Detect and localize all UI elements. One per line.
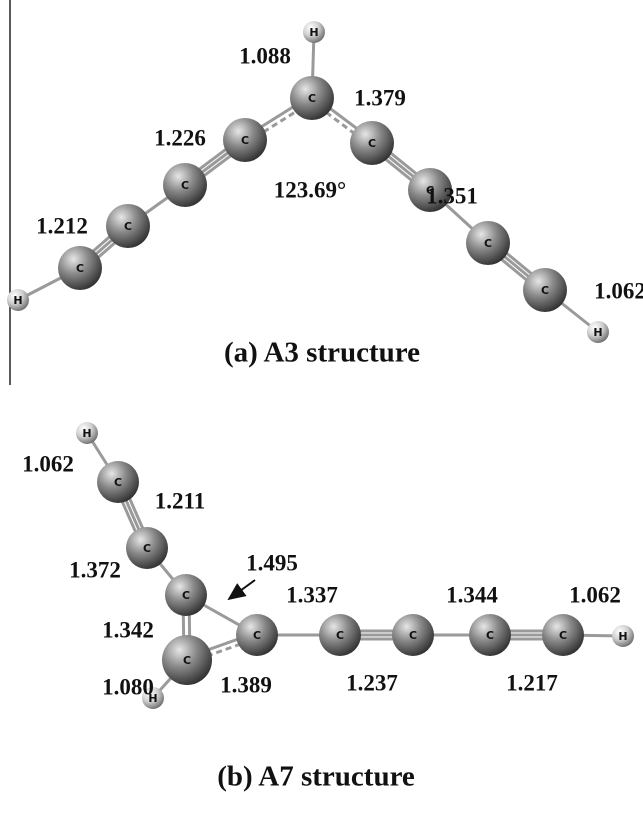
atom-symbol: C bbox=[308, 92, 316, 105]
bond-label: 1.217 bbox=[506, 670, 558, 695]
bond-label: 1.344 bbox=[446, 582, 498, 607]
atom-symbol: C bbox=[541, 284, 549, 297]
atom-symbol: H bbox=[309, 26, 318, 39]
bond-label: 1.379 bbox=[354, 85, 406, 110]
bond-label: 1.088 bbox=[239, 43, 291, 68]
caption: (a) A3 structure bbox=[224, 337, 420, 369]
bond-label: 1.342 bbox=[102, 617, 154, 642]
atom-symbol: C bbox=[183, 654, 191, 667]
atom-symbol: C bbox=[181, 179, 189, 192]
bond-label: 1.062 bbox=[22, 451, 74, 476]
atom-symbol: C bbox=[124, 220, 132, 233]
atom-symbol: H bbox=[593, 326, 602, 339]
caption: (b) A7 structure bbox=[217, 761, 415, 793]
bond-label: 1.495 bbox=[246, 550, 298, 575]
bond-label: 1.351 bbox=[426, 183, 478, 208]
atom-symbol: C bbox=[76, 262, 84, 275]
atom-symbol: C bbox=[486, 629, 494, 642]
bond-label: 1.337 bbox=[286, 582, 338, 607]
atom-symbol: C bbox=[484, 237, 492, 250]
bond-label: 1.237 bbox=[346, 670, 398, 695]
atom-symbol: C bbox=[253, 629, 261, 642]
atom-symbol: H bbox=[618, 630, 627, 643]
atom-symbol: C bbox=[336, 629, 344, 642]
bond-label: 1.211 bbox=[155, 488, 205, 513]
bond-label: 1.372 bbox=[69, 557, 121, 582]
atom-symbol: H bbox=[13, 294, 22, 307]
bond-label: 1.212 bbox=[36, 213, 88, 238]
atom-symbol: H bbox=[82, 427, 91, 440]
molecule-figure: HCCCCCHCCCCHHCCCCHCCCCCH 1.0881.3791.226… bbox=[0, 0, 643, 820]
bond-label: 1.062 bbox=[594, 278, 643, 303]
atom-symbol: C bbox=[409, 629, 417, 642]
bond-label: 1.389 bbox=[220, 672, 272, 697]
pointer-arrow bbox=[229, 580, 255, 599]
bond-label: 1.062 bbox=[569, 582, 621, 607]
atom-symbol: C bbox=[559, 629, 567, 642]
bond-label: 1.226 bbox=[154, 125, 206, 150]
atom-symbol: C bbox=[182, 589, 190, 602]
atom-symbol: C bbox=[241, 134, 249, 147]
bond-label: 123.69° bbox=[274, 177, 346, 202]
atom-symbol: C bbox=[368, 137, 376, 150]
atom-symbol: C bbox=[114, 476, 122, 489]
bond-label: 1.080 bbox=[102, 674, 154, 699]
atom-symbol: C bbox=[143, 542, 151, 555]
